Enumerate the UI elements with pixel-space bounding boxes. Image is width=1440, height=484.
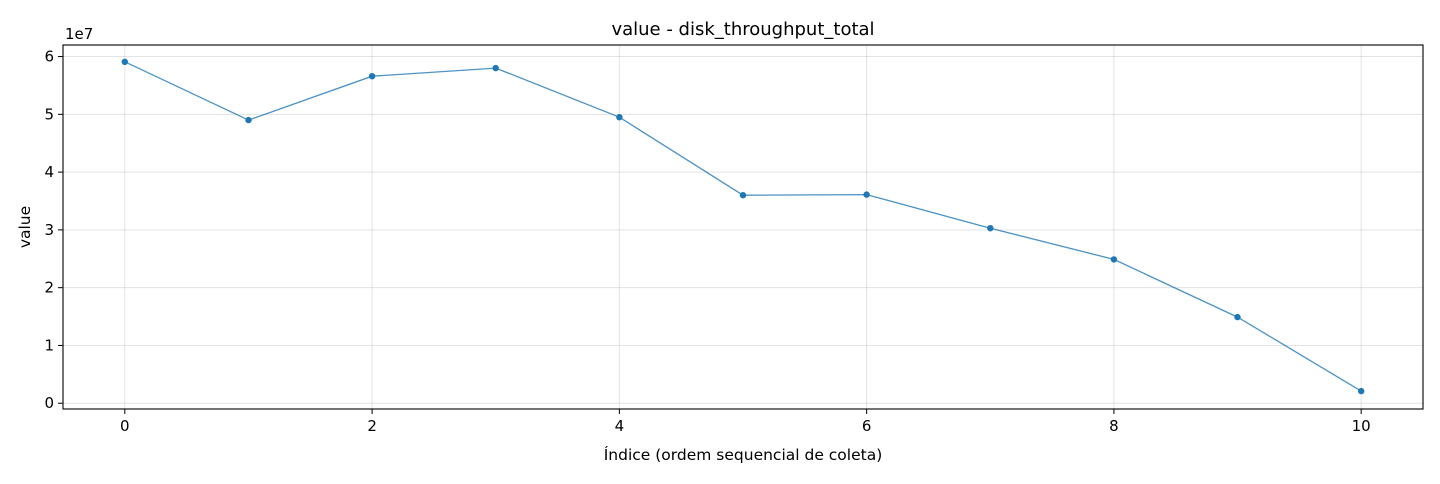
- plot-frame: [62, 44, 1424, 410]
- axis-ticks: 0 2 4 6 8 10 0 1 2 3 4 5 6: [44, 48, 1370, 435]
- x-tick-label: 8: [1109, 417, 1119, 435]
- y-tick-label: 2: [44, 279, 54, 297]
- x-axis-label: Índice (ordem sequencial de coleta): [604, 445, 883, 464]
- y-tick-label: 0: [44, 394, 54, 412]
- data-point: [987, 225, 994, 232]
- series-group: [121, 58, 1365, 395]
- y-axis-label: value: [16, 206, 34, 248]
- x-tick-label: 6: [862, 417, 872, 435]
- data-point: [616, 114, 623, 121]
- x-tick-label: 0: [120, 417, 130, 435]
- data-point: [245, 116, 252, 124]
- x-tick-label: 10: [1352, 417, 1371, 435]
- data-point: [368, 73, 376, 80]
- y-tick-label: 3: [44, 221, 54, 239]
- y-tick-label: 5: [44, 105, 54, 123]
- data-point: [492, 64, 499, 72]
- y-tick-label: 4: [44, 163, 54, 181]
- data-point: [863, 191, 870, 198]
- data-point: [1358, 387, 1365, 395]
- data-point: [739, 192, 747, 199]
- x-tick-label: 4: [615, 417, 625, 435]
- data-point: [121, 58, 128, 65]
- chart-title: value - disk_throughput_total: [611, 19, 874, 40]
- y-tick-label: 1: [44, 336, 54, 354]
- y-axis-offset-label: 1e7: [65, 25, 93, 43]
- grid: [63, 45, 1423, 409]
- y-tick-label: 6: [44, 48, 54, 66]
- series-line: [124, 61, 1362, 392]
- data-point: [1234, 313, 1241, 321]
- data-point: [1110, 256, 1118, 263]
- x-tick-label: 2: [367, 417, 377, 435]
